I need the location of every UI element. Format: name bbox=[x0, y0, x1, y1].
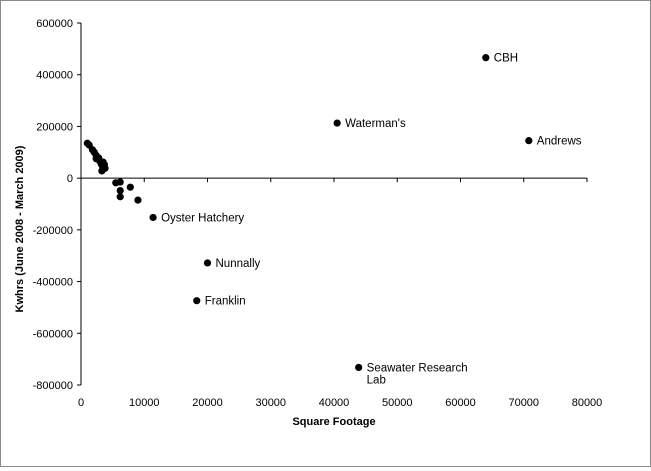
point-label: Seawater Research bbox=[367, 362, 468, 374]
point-label: Oyster Hatchery bbox=[161, 212, 244, 224]
x-tick-label: 10000 bbox=[129, 397, 160, 409]
y-tick-label: 400000 bbox=[36, 70, 73, 82]
data-point bbox=[126, 183, 134, 191]
point-label: Andrews bbox=[537, 136, 582, 148]
data-point bbox=[98, 167, 106, 175]
axes: -800000-600000-400000-200000020000040000… bbox=[33, 18, 603, 409]
y-axis-title: Kwhrs (June 2008 - March 2009) bbox=[14, 145, 26, 312]
data-point bbox=[116, 193, 124, 201]
y-tick-label: 200000 bbox=[36, 121, 73, 133]
y-tick-label: -800000 bbox=[33, 380, 73, 392]
data-point bbox=[203, 259, 212, 267]
x-tick-label: 60000 bbox=[445, 397, 476, 409]
x-axis-title: Square Footage bbox=[292, 416, 375, 428]
point-label: Nunnally bbox=[216, 258, 261, 270]
x-tick-label: 20000 bbox=[192, 397, 223, 409]
y-tick-label: -200000 bbox=[33, 225, 73, 237]
y-tick-label: 0 bbox=[67, 173, 73, 185]
data-point bbox=[134, 196, 142, 204]
data-point bbox=[116, 178, 124, 186]
x-ticks: 0 10000 20000 30000 40000 50000 60000 70000 8000… bbox=[78, 178, 602, 409]
point-label: Franklin bbox=[205, 296, 246, 308]
x-tick-label: 70000 bbox=[508, 397, 539, 409]
y-tick-label: -400000 bbox=[33, 277, 73, 289]
data-point bbox=[482, 54, 490, 62]
data-point bbox=[116, 186, 124, 195]
point-label: Waterman's bbox=[345, 118, 406, 130]
y-tick-label: 600000 bbox=[36, 18, 73, 30]
x-tick-label: 30000 bbox=[255, 397, 286, 409]
data-point bbox=[525, 137, 533, 145]
point-label: CBH bbox=[494, 53, 518, 65]
x-tick-label: 40000 bbox=[319, 397, 350, 409]
x-tick-label: 80000 bbox=[572, 397, 603, 409]
y-tick-label: -600000 bbox=[33, 328, 73, 340]
data-point bbox=[193, 297, 201, 305]
data-point bbox=[355, 363, 363, 372]
y-ticks: -800000 -600000 -400000 -200000 0 200000 40000… bbox=[33, 18, 81, 392]
data-points: Oyster Hatchery Nunnally Franklin Waterman'… bbox=[83, 53, 582, 386]
x-tick-label: 0 bbox=[78, 397, 84, 409]
data-point bbox=[333, 119, 341, 127]
data-point bbox=[149, 213, 157, 222]
point-label-line2: Lab bbox=[367, 374, 386, 386]
x-tick-label: 50000 bbox=[382, 397, 413, 409]
